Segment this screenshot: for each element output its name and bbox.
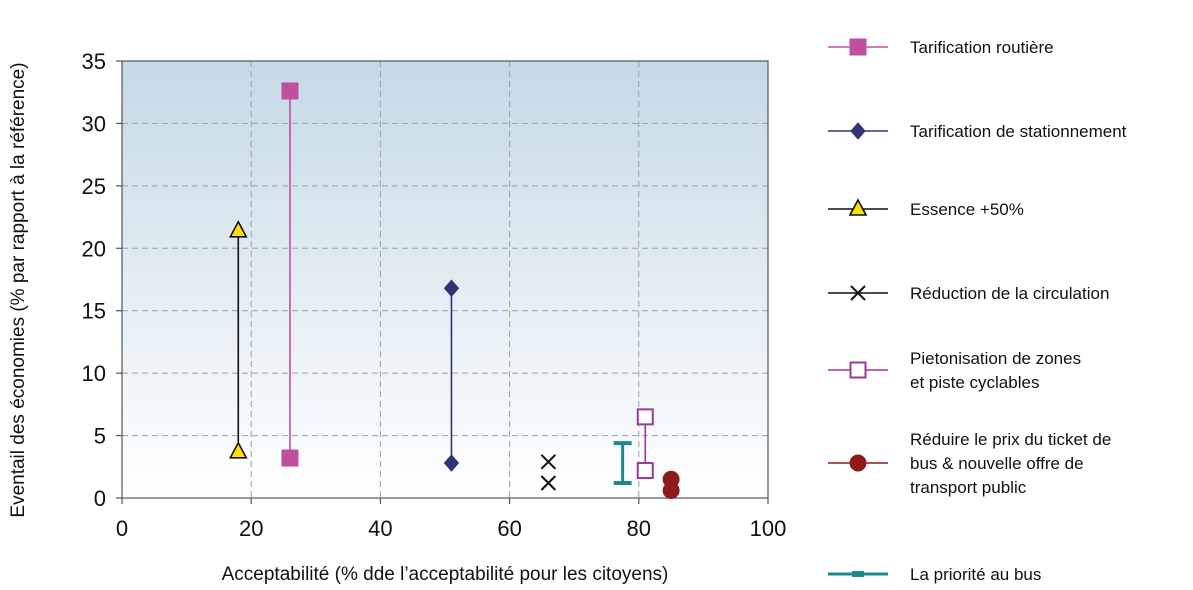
data-point — [443, 279, 460, 297]
y-tick-label: 0 — [94, 486, 106, 511]
y-tick-label: 30 — [82, 111, 106, 136]
legend-label: Tarification routière — [910, 38, 1054, 57]
x-tick-label: 100 — [750, 516, 787, 541]
legend-label: Essence +50% — [910, 200, 1024, 219]
x-tick-label: 40 — [368, 516, 392, 541]
y-tick-label: 35 — [82, 49, 106, 74]
data-point — [662, 470, 680, 488]
series-7 — [613, 441, 632, 486]
y-tick-label: 10 — [82, 361, 106, 386]
data-point — [540, 475, 557, 491]
series-layer — [228, 82, 680, 500]
legend-marker — [850, 285, 866, 301]
series-4 — [540, 454, 557, 491]
legend-label-line: bus & nouvelle offre de — [910, 454, 1084, 473]
legend-marker — [849, 454, 867, 472]
legend-item: Tarification routière — [828, 38, 1054, 57]
legend-item: Réduire le prix du ticket de bus & nouvel… — [828, 430, 1111, 497]
data-point — [281, 449, 299, 467]
legend-item: Essence +50% — [828, 198, 1024, 219]
y-tick-label: 25 — [82, 174, 106, 199]
x-tick-label: 0 — [116, 516, 128, 541]
y-axis-title: Eventail des économies (% par rapport à … — [8, 62, 29, 517]
series-5 — [636, 408, 654, 480]
data-point — [636, 408, 654, 426]
data-point — [540, 454, 557, 470]
legend-label-line: Pietonisation de zones — [910, 349, 1081, 368]
legend-label: Pietonisation de zones et piste cyclables — [910, 349, 1081, 392]
legend-item: Tarification de stationnement — [828, 122, 1127, 141]
axis-ticks: 0 20 40 60 80 100 0 5 10 15 20 25 30 35 — [82, 49, 787, 541]
y-tick-label: 20 — [82, 236, 106, 261]
plot-area — [122, 61, 768, 498]
legend-label-line: La priorité au bus — [910, 565, 1041, 584]
y-tick-label: 15 — [82, 299, 106, 324]
legend-label-line: et piste cyclables — [910, 373, 1039, 392]
legend-item: Réduction de la circulation — [828, 284, 1109, 303]
data-point — [281, 82, 299, 100]
legend-label: Réduction de la circulation — [910, 284, 1109, 303]
series-1 — [281, 82, 299, 467]
data-point — [228, 441, 248, 459]
legend-marker — [850, 122, 866, 140]
legend-marker — [848, 198, 868, 216]
legend-label-line: Essence +50% — [910, 200, 1024, 219]
series-6 — [662, 470, 680, 500]
plot-frame — [121, 60, 769, 499]
legend-label: La priorité au bus — [910, 565, 1041, 584]
series-2 — [443, 279, 460, 472]
legend-label-line: transport public — [910, 478, 1027, 497]
legend-label: Tarification de stationnement — [910, 122, 1127, 141]
data-point — [228, 220, 248, 238]
legend-marker — [852, 571, 864, 577]
legend-label-line: Tarification routière — [910, 38, 1054, 57]
data-point — [443, 454, 460, 472]
legend-marker — [849, 38, 867, 56]
legend-label-line: Réduire le prix du ticket de — [910, 430, 1111, 449]
series-3 — [228, 220, 248, 459]
legend-item: La priorité au bus — [828, 565, 1041, 584]
x-axis-title: Acceptabilité (% dde l’acceptabilité pou… — [222, 564, 669, 585]
x-tick-label: 20 — [239, 516, 263, 541]
y-tick-label: 5 — [94, 424, 106, 449]
data-point — [636, 462, 654, 480]
legend: Tarification routière Tarification de sta… — [828, 38, 1127, 584]
x-tick-label: 60 — [497, 516, 521, 541]
legend-label-line: Réduction de la circulation — [910, 284, 1109, 303]
legend-label-line: Tarification de stationnement — [910, 122, 1127, 141]
legend-label: Réduire le prix du ticket de bus & nouvel… — [910, 430, 1111, 497]
legend-item: Pietonisation de zones et piste cyclables — [828, 349, 1081, 392]
x-tick-label: 80 — [627, 516, 651, 541]
legend-marker — [849, 361, 867, 379]
